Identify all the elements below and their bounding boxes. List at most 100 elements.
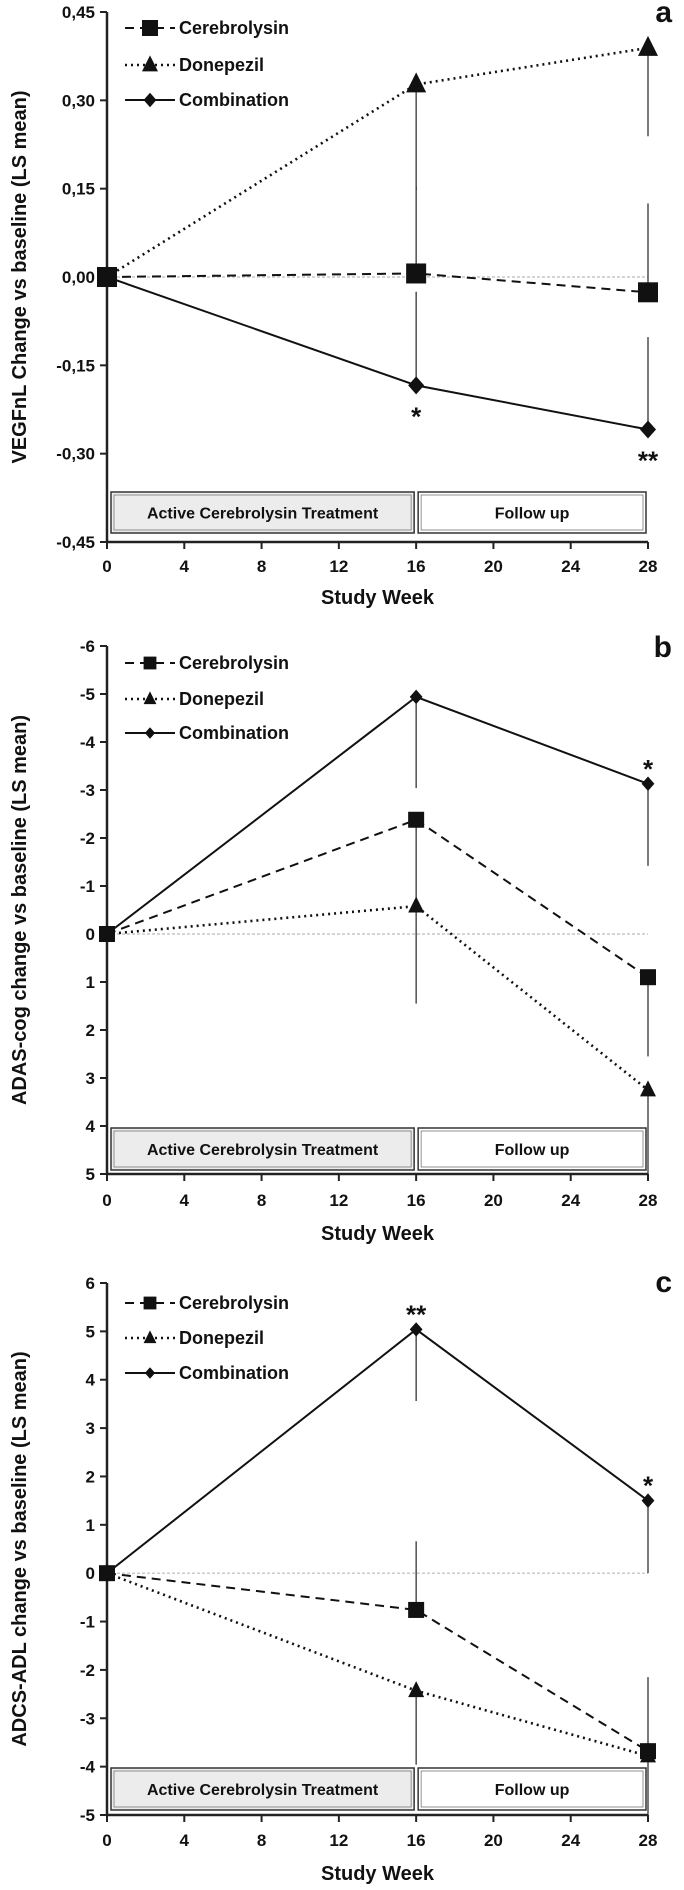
phase-box [110,491,415,534]
y-tick-label: 4 [86,1371,96,1390]
series-line-cerebrolysin [106,818,649,979]
legend-label: Donepezil [179,689,264,709]
data-point-combination [408,376,425,395]
x-tick-label: 12 [329,1831,348,1850]
data-point-donepezil [638,35,658,56]
y-tick-label: -5 [80,1806,95,1825]
y-tick-label: 0,00 [62,268,95,287]
panel-label: b [654,631,672,664]
x-tick-label: 24 [561,1191,580,1210]
data-point-combination [100,926,114,942]
y-tick-label: 4 [86,1117,96,1136]
legend-marker-cerebrolysin [143,656,157,670]
y-tick-label: 3 [86,1069,95,1088]
legend-marker-donepezil [143,1330,157,1344]
data-point-cerebrolysin [408,811,425,828]
phase-label: Active Cerebrolysin Treatment [147,1782,379,1799]
y-tick-label: 0 [86,925,95,944]
y-tick-label: 6 [86,1274,95,1293]
data-point-donepezil [406,72,427,93]
y-tick-label: -6 [80,637,95,656]
y-tick-label: 0,30 [62,91,95,110]
x-tick-label: 16 [407,1191,426,1210]
x-axis-title: Study Week [321,587,435,609]
data-point-combination [409,689,423,705]
legend-marker-cerebrolysin [142,20,158,36]
x-tick-label: 0 [102,1191,111,1210]
x-tick-label: 28 [639,1831,658,1850]
data-point-combination [640,420,656,439]
panel-c: Active Cerebrolysin Treatment Follow up 6 5… [9,1266,672,1885]
phase-label: Follow up [495,506,570,523]
legend-marker-combination [144,727,156,739]
x-tick-label: 4 [180,1191,190,1210]
phase-box-inner [420,1130,644,1168]
significance-marker: ** [638,446,659,476]
phase-box [110,1767,415,1811]
phase-box-inner [420,494,644,531]
data-point-donepezil [408,1681,425,1698]
y-tick-label: -0,45 [56,533,95,552]
x-tick-label: 20 [484,557,503,576]
legend-marker-donepezil [142,55,158,72]
data-point-donepezil [640,1080,656,1097]
phase-box [417,491,647,534]
series-line-combination [106,276,649,431]
x-tick-label: 24 [561,557,580,576]
x-tick-label: 12 [329,557,348,576]
phase-label: Active Cerebrolysin Treatment [147,506,379,523]
panel-label: a [655,0,672,29]
legend-label: Combination [179,90,289,110]
series-line-cerebrolysin [106,1572,649,1753]
y-tick-label: 0,15 [62,180,95,199]
data-point-cerebrolysin [406,263,427,284]
y-tick-label: -4 [80,1758,96,1777]
significance-marker: * [643,1471,654,1501]
data-point-combination [100,1565,114,1581]
y-tick-label: 5 [86,1322,95,1341]
phase-box-inner [420,1770,644,1808]
phase-box-inner [113,1770,412,1808]
series-line-cerebrolysin [106,272,649,294]
x-tick-label: 8 [257,1831,266,1850]
x-tick-label: 0 [102,1831,111,1850]
x-tick-label: 24 [561,1831,580,1850]
legend-label: Cerebrolysin [179,1293,289,1313]
y-tick-label: -3 [80,1709,95,1728]
significance-marker: ** [406,1299,427,1329]
y-axis-title: ADCS-ADL change vs baseline (LS mean) [9,1351,31,1746]
phase-box [417,1127,647,1171]
legend-marker-combination [143,92,157,108]
x-tick-label: 4 [180,1831,190,1850]
phase-box-inner [113,494,412,531]
legend-label: Donepezil [179,1328,264,1348]
series-line-donepezil [106,904,649,1092]
data-point-cerebrolysin [638,282,658,303]
y-tick-label: -2 [80,1661,95,1680]
data-point-combination [641,776,655,791]
x-tick-label: 8 [257,1191,266,1210]
phase-label: Follow up [495,1782,570,1799]
y-tick-label: -1 [80,877,95,896]
legend: Cerebrolysin Donepezil Combination [125,18,289,110]
x-tick-label: 28 [639,557,658,576]
legend: Cerebrolysin Donepezil Combination [125,1293,289,1383]
data-point-combination [99,268,115,286]
significance-marker: * [643,754,654,784]
phase-box [110,1127,415,1171]
phase-label: Follow up [495,1142,570,1159]
y-tick-label: -1 [80,1613,95,1632]
data-point-donepezil [408,896,425,913]
y-tick-label: -3 [80,781,95,800]
legend-marker-cerebrolysin [143,1296,157,1310]
phase-box [417,1767,647,1811]
y-tick-label: 1 [86,1516,95,1535]
legend: Cerebrolysin Donepezil Combination [125,653,289,743]
phase-box-inner [113,1130,412,1168]
x-tick-label: 8 [257,557,266,576]
series-line-donepezil [106,46,649,279]
x-tick-label: 28 [639,1191,658,1210]
y-tick-label: 0,45 [62,3,95,22]
x-tick-label: 0 [102,557,111,576]
